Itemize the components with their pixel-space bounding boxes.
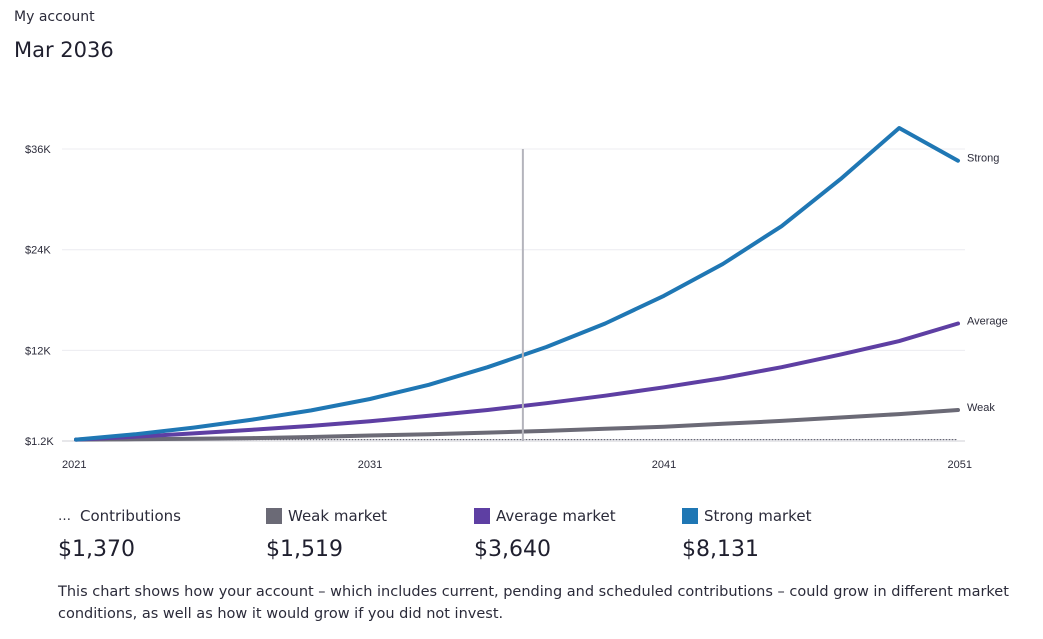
legend: … Contributions $1,370 Weak market $1,51… bbox=[0, 505, 1043, 575]
chart-description: This chart shows how your account – whic… bbox=[58, 584, 1009, 622]
legend-label: Strong market bbox=[704, 507, 812, 525]
x-tick-label: 2051 bbox=[948, 459, 972, 471]
legend-item-contributions: … Contributions $1,370 bbox=[58, 505, 181, 562]
y-tick-label: $36K bbox=[25, 144, 51, 156]
y-tick-label: $12K bbox=[25, 345, 51, 357]
legend-item-weak-market: Weak market $1,519 bbox=[266, 505, 387, 562]
grid bbox=[62, 148, 965, 442]
dotted-line-icon: … bbox=[58, 508, 72, 524]
color-swatch-icon bbox=[474, 508, 490, 524]
series-end-label: Average bbox=[967, 316, 1008, 328]
series-line-strong bbox=[74, 126, 960, 442]
color-swatch-icon bbox=[682, 508, 698, 524]
legend-value: $3,640 bbox=[474, 537, 551, 562]
x-tick-label: 2041 bbox=[652, 459, 676, 471]
x-tick-label: 2031 bbox=[358, 459, 382, 471]
growth-chart: $1.2K $12K $24K $36K 2021 2031 2041 2051 Weak Av… bbox=[25, 126, 1008, 471]
series: Weak Average Strong bbox=[74, 126, 1008, 442]
series-end-label: Strong bbox=[967, 153, 999, 165]
legend-label: Contributions bbox=[80, 507, 181, 525]
x-tick-label: 2021 bbox=[62, 459, 86, 471]
selected-period: Mar 2036 bbox=[14, 38, 114, 62]
color-swatch-icon bbox=[266, 508, 282, 524]
legend-label: Weak market bbox=[288, 507, 388, 525]
legend-value: $1,519 bbox=[266, 537, 343, 562]
legend-item-strong-market: Strong market $8,131 bbox=[682, 505, 811, 562]
legend-value: $1,370 bbox=[58, 537, 135, 562]
account-label: My account bbox=[14, 9, 95, 25]
axes: $1.2K $12K $24K $36K 2021 2031 2041 2051 bbox=[25, 144, 972, 471]
y-tick-label: $1.2K bbox=[25, 436, 54, 448]
series-line-weak bbox=[74, 408, 960, 442]
legend-value: $8,131 bbox=[682, 537, 759, 562]
legend-item-average-market: Average market $3,640 bbox=[474, 505, 616, 562]
legend-label: Average market bbox=[496, 507, 616, 525]
series-line-average bbox=[74, 321, 960, 442]
series-end-label: Weak bbox=[967, 402, 995, 414]
y-tick-label: $24K bbox=[25, 245, 51, 257]
